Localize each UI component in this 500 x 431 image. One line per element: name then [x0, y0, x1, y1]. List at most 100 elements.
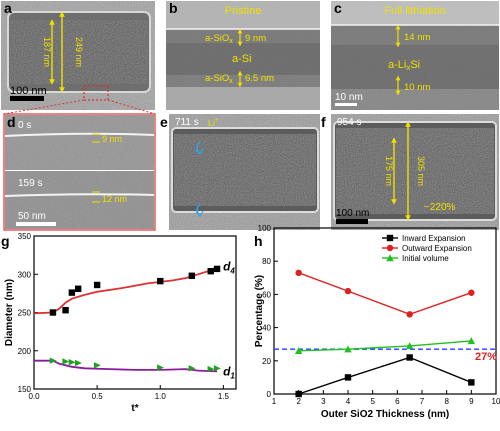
data-point-d4 [49, 309, 57, 316]
x-tick-label: 4 [346, 397, 351, 406]
panel-b-inner-thickness: 6.5 nm [245, 73, 274, 84]
panel-c-letter: c [334, 0, 342, 16]
panel-a-letter: a [4, 0, 12, 16]
legend-entry: Initial volume [402, 254, 449, 263]
x-tick-label: 3 [321, 397, 326, 406]
series-label-d1: d1 [223, 364, 235, 380]
data-point-outward-expansion [468, 289, 475, 296]
series-line-inward-expansion [298, 356, 472, 395]
panel-c-inner-thickness: 10 nm [404, 82, 430, 93]
panel-c: Full lithiation 14 nm a-LixSi 10 nm 10 n… [331, 0, 499, 110]
data-point-d1 [213, 365, 221, 372]
data-point-d1 [49, 357, 57, 364]
x-tick-label: 8 [444, 397, 449, 406]
data-point-outward-expansion [406, 311, 413, 318]
data-point-inward-expansion [406, 354, 413, 361]
panel-d-letter: d [7, 114, 16, 130]
x-tick-label: 6 [395, 397, 400, 406]
y-tick-label: 100 [258, 224, 272, 233]
data-point-d1 [62, 358, 70, 365]
data-point-initial-volume [294, 347, 303, 355]
x-tick-label: 0.0 [28, 392, 40, 401]
data-point-initial-volume [344, 345, 352, 353]
series-line-outward-expansion [298, 272, 472, 316]
series-label-d4: d4 [223, 260, 235, 276]
y-tick-label: 150 [18, 385, 32, 394]
panel-c-scale-label: 10 nm [335, 92, 363, 103]
y-tick-label: 0 [267, 390, 272, 399]
panel-b-letter: b [169, 0, 178, 16]
panel-c-title: Full lithiation [384, 5, 445, 17]
panel-b-outer-layer: a-SiOx [205, 33, 233, 45]
panel-f: 305 nm 175 nm ~220% 954 s 100 nm f [321, 114, 499, 230]
data-point-d1 [188, 365, 196, 372]
legend-entry: Outward Expansion [402, 244, 472, 253]
x-tick-label: 5 [370, 397, 375, 406]
data-point-d1 [68, 359, 76, 366]
legend-marker [386, 254, 394, 262]
data-point-inward-expansion [295, 390, 302, 398]
data-point-d1 [74, 359, 82, 367]
data-point-d4 [188, 272, 196, 279]
panel-b-outer-thickness: 9 nm [245, 33, 266, 44]
zoom-connector-left [3, 99, 85, 115]
data-point-d4 [207, 267, 214, 275]
panel-f-outer-diameter: 305 nm [416, 156, 426, 186]
y-tick-label: 60 [262, 290, 271, 299]
x-tick-label: 2 [296, 397, 301, 406]
panel-c-outer-thickness: 14 nm [404, 32, 430, 43]
data-point-d1 [93, 362, 101, 369]
panel-e-time: 711 s [175, 117, 199, 128]
data-point-d1 [157, 364, 164, 371]
data-point-d4 [62, 307, 69, 314]
data-point-outward-expansion [344, 287, 352, 295]
panel-h-letter: h [254, 233, 263, 249]
y-axis-label: Diameter (nm) [4, 279, 15, 346]
zoom-box [83, 85, 109, 101]
panel-a-inner-diameter: 187 nm [42, 37, 52, 67]
data-point-d4 [93, 281, 101, 289]
panel-d: 0 s 9 nm 159 s 12 nm 50 nm d [3, 113, 156, 231]
panel-d-thickness-top: 9 nm [102, 134, 122, 144]
legend-entry: Inward Expansion [402, 234, 466, 243]
panel-b-core: a-Si [232, 53, 252, 65]
reference-label: 27% [475, 351, 497, 363]
x-tick-label: 9 [469, 397, 474, 406]
chart-h-frame [273, 227, 497, 395]
panel-a: 249 nm 187 nm 100 nm a [1, 0, 155, 110]
data-point-initial-volume [405, 342, 414, 350]
x-axis-label: t* [131, 403, 138, 414]
panel-a-outer-diameter: 249 nm [74, 37, 84, 67]
panel-f-inner-diameter: 175 nm [384, 156, 394, 186]
y-tick-label: 300 [18, 270, 32, 279]
y-tick-label: 80 [262, 257, 271, 266]
panel-g-letter: g [1, 233, 10, 249]
x-tick-label: 7 [420, 397, 425, 406]
y-tick-label: 20 [262, 357, 271, 366]
data-point-d4 [157, 277, 164, 285]
data-point-inward-expansion [344, 374, 352, 381]
panel-d-scale-label: 50 nm [18, 211, 46, 222]
y-axis-label: Percentage (%) [254, 275, 265, 347]
data-point-d4 [68, 289, 76, 296]
panel-b-title: Pristine [225, 5, 262, 17]
x-axis-label: Outer SiO2 Thickness (nm) [321, 409, 449, 420]
x-tick-label: 0.5 [92, 392, 104, 401]
x-tick-label: 10 [492, 397, 500, 406]
panel-b-inner-layer: a-SiOx [205, 73, 233, 85]
zoom-connector-right [107, 99, 156, 115]
data-point-outward-expansion [295, 269, 302, 277]
y-tick-label: 250 [18, 309, 32, 318]
legend-marker [386, 234, 394, 242]
panel-f-scale-label: 100 nm [336, 208, 369, 219]
data-point-d4 [213, 265, 221, 273]
data-point-initial-volume [467, 337, 476, 345]
y-tick-label: 350 [18, 232, 32, 241]
data-point-inward-expansion [468, 379, 475, 386]
chart-h: h 0 20 40 60 80 100 1 2 3 4 5 6 7 8 9 10 Outer SiO2 Thic… [254, 224, 500, 420]
panel-a-scale-label: 100 nm [10, 85, 47, 97]
panel-f-letter: f [321, 114, 326, 130]
chart-g: g 150 200 250 300 350 0.0 0.5 1.0 1.5 t* Diameter … [1, 232, 237, 414]
panel-d-thickness-bottom: 12 nm [102, 194, 127, 204]
